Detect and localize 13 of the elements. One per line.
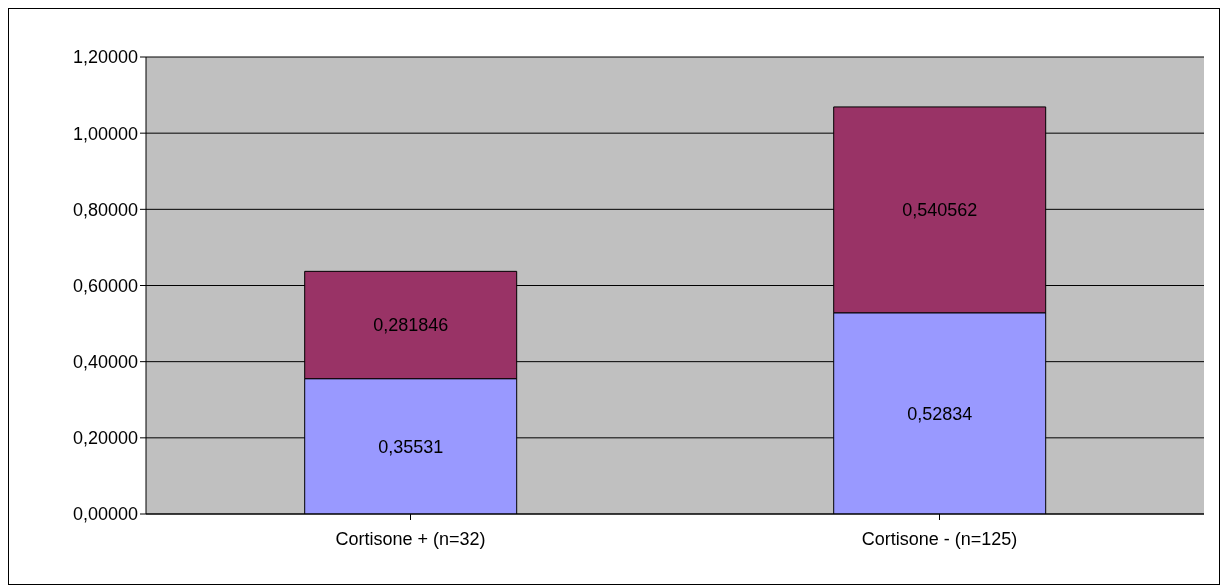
y-tick-label: 0,00000: [72, 504, 138, 525]
data-label: 0,281846: [373, 315, 449, 336]
y-tick-label: 1,00000: [72, 123, 138, 144]
x-tick-label: Cortisone - (n=125): [861, 528, 1018, 549]
data-label: 0,52834: [907, 403, 973, 424]
y-tick-label: 1,20000: [72, 47, 138, 68]
y-tick-label: 0,60000: [72, 275, 138, 296]
x-tick-label: Cortisone + (n=32): [335, 528, 486, 549]
y-tick-label: 0,40000: [72, 352, 138, 373]
y-tick-label: 0,20000: [72, 428, 138, 449]
data-label: 0,540562: [902, 200, 978, 221]
data-label: 0,35531: [378, 436, 444, 457]
y-tick-label: 0,80000: [72, 199, 138, 220]
